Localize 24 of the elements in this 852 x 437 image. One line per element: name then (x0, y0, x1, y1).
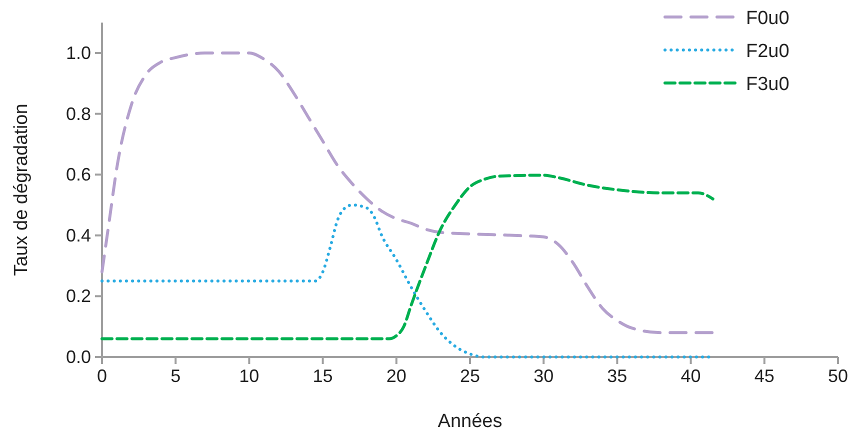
x-tick-label: 35 (607, 366, 628, 386)
x-tick-label: 25 (460, 366, 480, 386)
y-tick-label: 0.0 (66, 347, 91, 367)
x-tick-label: 30 (534, 366, 554, 386)
legend-label: F2u0 (746, 41, 790, 62)
y-tick-label: 0.6 (66, 164, 91, 185)
x-tick-label: 45 (754, 366, 774, 386)
y-tick-label: 1.0 (66, 43, 91, 63)
x-tick-label: 10 (239, 366, 260, 386)
y-axis-title: Taux de dégradation (11, 104, 32, 276)
x-axis-title: Années (438, 411, 502, 432)
legend-label: F3u0 (746, 74, 790, 95)
line-series (100, 174, 714, 340)
y-tick-label: 0.2 (66, 286, 91, 306)
line-series (100, 52, 714, 334)
y-tick-label: 0.4 (66, 225, 91, 246)
x-tick-label: 15 (312, 366, 333, 386)
x-tick-label: 50 (828, 366, 848, 386)
x-tick-label: 40 (680, 366, 701, 386)
x-tick-label: 20 (386, 366, 406, 386)
x-tick-label: 5 (170, 366, 181, 386)
y-tick-label: 0.8 (66, 104, 91, 124)
legend-label: F0u0 (746, 8, 790, 29)
x-tick-label: 0 (96, 366, 108, 386)
